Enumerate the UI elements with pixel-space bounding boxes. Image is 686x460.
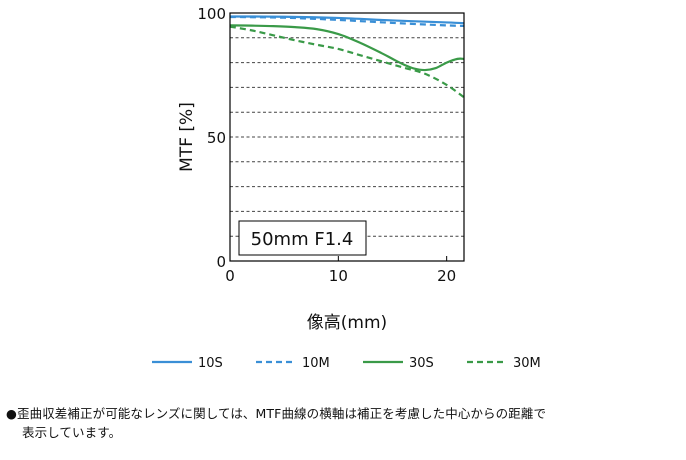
footnote: ●歪曲収差補正が可能なレンズに関しては、MTF曲線の横軸は補正を考慮した中心から… <box>6 404 682 442</box>
y-axis-title: MTF [%] <box>177 102 197 172</box>
y-tick-label: 50 <box>207 129 226 147</box>
footnote-line-2: 表示しています。 <box>22 425 122 440</box>
lens-annotation: 50mm F1.4 <box>251 229 354 250</box>
series-line-10M <box>229 15 465 27</box>
series-line-30M <box>229 25 465 99</box>
footnote-line-1: ●歪曲収差補正が可能なレンズに関しては、MTF曲線の横軸は補正を考慮した中心から… <box>6 406 547 421</box>
series-line-10S <box>229 15 465 25</box>
legend-label-30M: 30M <box>513 356 541 371</box>
x-tick-label: 0 <box>225 267 235 285</box>
x-tick-label: 10 <box>329 267 348 285</box>
mtf-chart: 0 50 100 0 10 20 50mm F1.4 MTF [%] 像高(mm) 10S… <box>152 5 541 371</box>
series-line-30S <box>229 24 465 72</box>
y-tick-label: 0 <box>216 253 226 271</box>
series-group <box>229 15 465 99</box>
grid-lines <box>230 37 464 237</box>
x-tick-label: 20 <box>437 267 456 285</box>
legend-label-10M: 10M <box>302 356 330 371</box>
y-tick-label: 100 <box>197 5 226 23</box>
legend: 10S 10M 30S 30M <box>152 356 541 371</box>
legend-label-30S: 30S <box>409 356 434 371</box>
lens-annotation-box <box>238 220 367 256</box>
legend-label-10S: 10S <box>198 356 223 371</box>
axis-ticks: 0 50 100 0 10 20 <box>197 5 456 285</box>
x-axis-title: 像高(mm) <box>307 313 387 333</box>
plot-frame <box>229 12 465 262</box>
